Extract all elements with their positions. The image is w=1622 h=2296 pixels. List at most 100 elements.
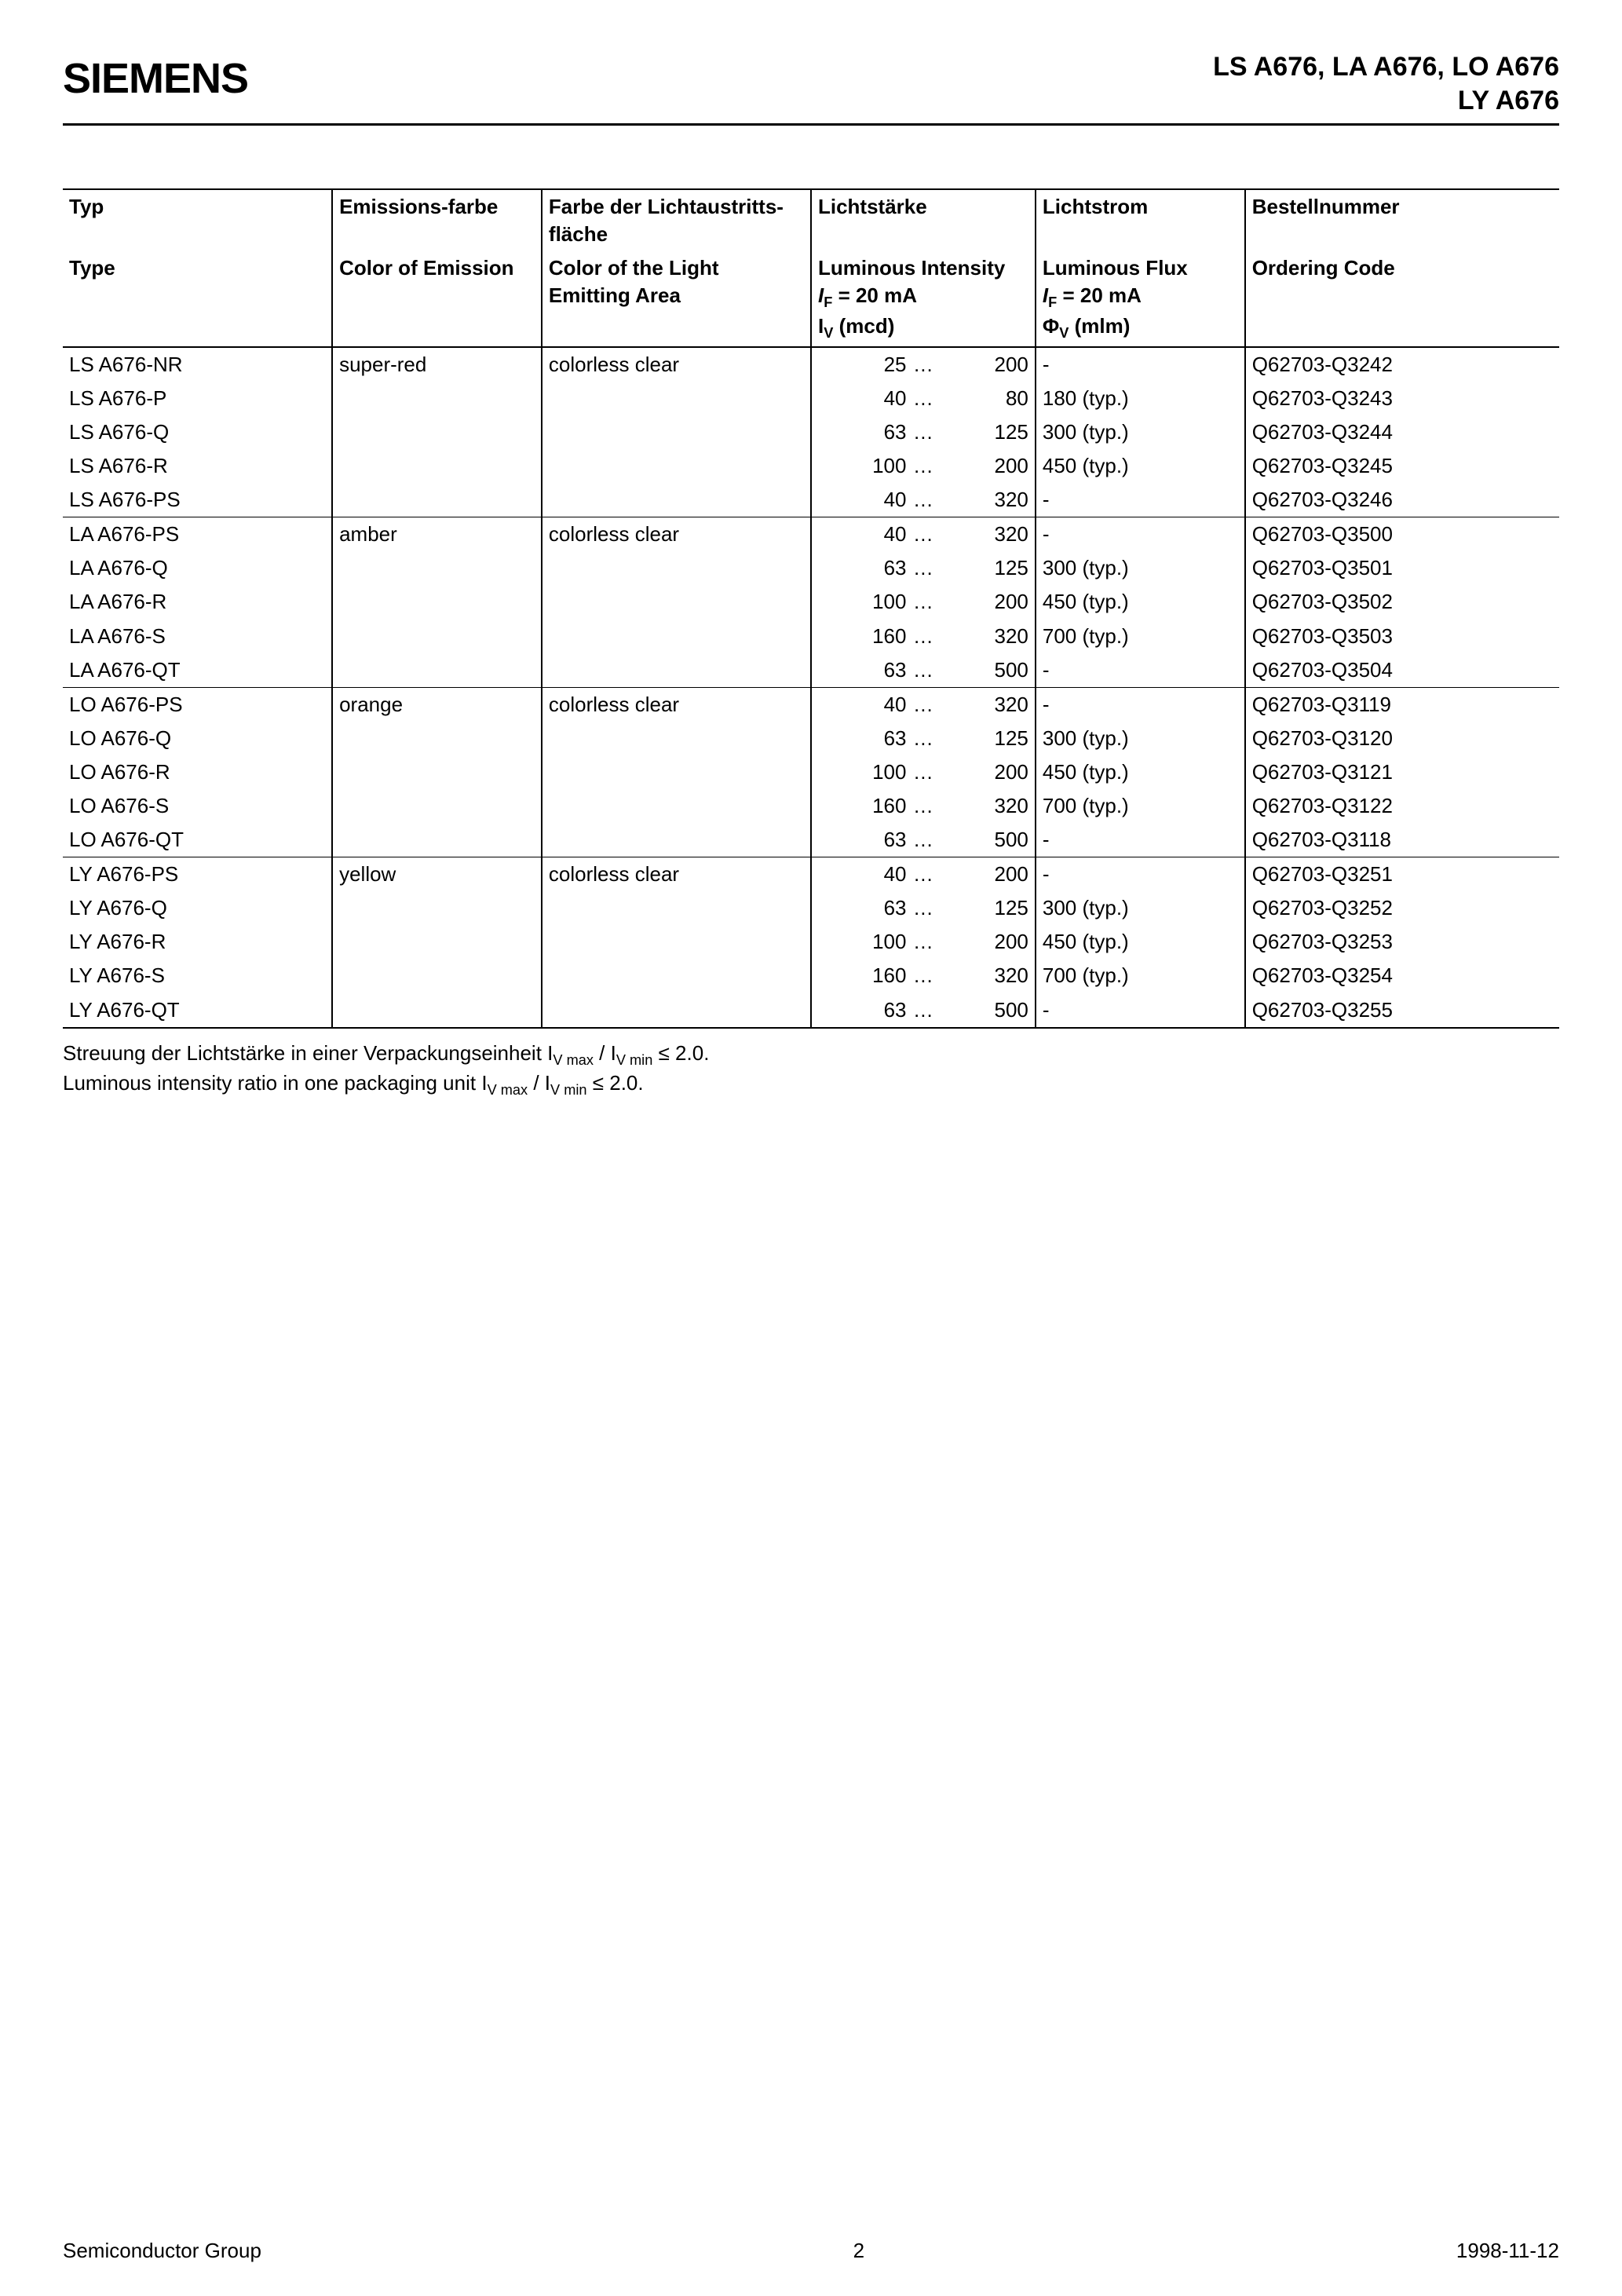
title-line-2: LY A676: [1213, 84, 1559, 118]
cell-flux: 300 (typ.): [1036, 551, 1245, 585]
cell-emission: [332, 620, 542, 653]
cell-lea: [542, 653, 811, 688]
cell-code: Q62703-Q3253: [1245, 925, 1559, 959]
cell-code: Q62703-Q3252: [1245, 891, 1559, 925]
cell-li: 63…500: [811, 993, 1036, 1028]
cell-li: 63…500: [811, 653, 1036, 688]
footer-right: 1998-11-12: [1456, 2237, 1559, 2265]
cell-flux: 700 (typ.): [1036, 789, 1245, 823]
cell-li: 160…320: [811, 620, 1036, 653]
cell-li: 100…200: [811, 585, 1036, 619]
footer-center: 2: [853, 2237, 864, 2265]
cell-flux: -: [1036, 687, 1245, 722]
cell-code: Q62703-Q3251: [1245, 857, 1559, 892]
cell-emission: [332, 551, 542, 585]
cell-type: LA A676-PS: [63, 517, 332, 552]
cell-li: 40…320: [811, 687, 1036, 722]
cell-flux: 450 (typ.): [1036, 449, 1245, 483]
cell-lea: [542, 755, 811, 789]
cell-code: Q62703-Q3122: [1245, 789, 1559, 823]
cell-li: 63…125: [811, 415, 1036, 449]
cell-lea: [542, 823, 811, 857]
cell-lea: colorless clear: [542, 857, 811, 892]
cell-flux: 300 (typ.): [1036, 891, 1245, 925]
cell-code: Q62703-Q3119: [1245, 687, 1559, 722]
hdr-lea-de: Farbe der Lichtaustritts-fläche: [542, 189, 811, 251]
cell-li: 100…200: [811, 449, 1036, 483]
cell-code: Q62703-Q3245: [1245, 449, 1559, 483]
footer-left: Semiconductor Group: [63, 2237, 261, 2265]
title-line-1: LS A676, LA A676, LO A676: [1213, 50, 1559, 84]
spec-table: TypEmissions-farbeFarbe der Lichtaustrit…: [63, 188, 1559, 1029]
hdr-emission-en: Color of Emission: [332, 251, 542, 347]
cell-flux: 180 (typ.): [1036, 382, 1245, 415]
hdr-typ-en: Type: [63, 251, 332, 347]
hdr-lf-en: Luminous FluxIF = 20 mAΦV (mlm): [1036, 251, 1245, 347]
page-header: SIEMENS LS A676, LA A676, LO A676 LY A67…: [63, 50, 1559, 126]
cell-li: 40…320: [811, 517, 1036, 552]
cell-code: Q62703-Q3242: [1245, 347, 1559, 382]
cell-lea: colorless clear: [542, 517, 811, 552]
cell-flux: 300 (typ.): [1036, 415, 1245, 449]
cell-code: Q62703-Q3504: [1245, 653, 1559, 688]
cell-emission: [332, 449, 542, 483]
cell-emission: [332, 959, 542, 993]
cell-code: Q62703-Q3246: [1245, 483, 1559, 517]
hdr-lea-en: Color of the Light Emitting Area: [542, 251, 811, 347]
cell-lea: [542, 551, 811, 585]
cell-type: LS A676-R: [63, 449, 332, 483]
cell-flux: 700 (typ.): [1036, 959, 1245, 993]
cell-type: LY A676-Q: [63, 891, 332, 925]
cell-li: 100…200: [811, 755, 1036, 789]
cell-lea: [542, 449, 811, 483]
cell-lea: [542, 925, 811, 959]
cell-emission: [332, 585, 542, 619]
cell-li: 100…200: [811, 925, 1036, 959]
cell-code: Q62703-Q3243: [1245, 382, 1559, 415]
cell-lea: [542, 959, 811, 993]
cell-type: LY A676-QT: [63, 993, 332, 1028]
cell-flux: -: [1036, 653, 1245, 688]
cell-li: 63…125: [811, 891, 1036, 925]
cell-emission: yellow: [332, 857, 542, 892]
cell-type: LA A676-QT: [63, 653, 332, 688]
hdr-li-en: Luminous IntensityIF = 20 mAIV (mcd): [811, 251, 1036, 347]
note-de: Streuung der Lichtstärke in einer Verpac…: [63, 1040, 1559, 1070]
cell-flux: -: [1036, 823, 1245, 857]
hdr-li-de: Lichtstärke: [811, 189, 1036, 251]
hdr-code-en: Ordering Code: [1245, 251, 1559, 347]
cell-lea: [542, 993, 811, 1028]
cell-emission: [332, 993, 542, 1028]
cell-code: Q62703-Q3120: [1245, 722, 1559, 755]
cell-type: LS A676-PS: [63, 483, 332, 517]
cell-code: Q62703-Q3118: [1245, 823, 1559, 857]
cell-type: LS A676-Q: [63, 415, 332, 449]
cell-code: Q62703-Q3502: [1245, 585, 1559, 619]
cell-li: 40…80: [811, 382, 1036, 415]
cell-lea: [542, 382, 811, 415]
cell-li: 63…125: [811, 551, 1036, 585]
cell-code: Q62703-Q3255: [1245, 993, 1559, 1028]
cell-emission: [332, 722, 542, 755]
cell-emission: [332, 483, 542, 517]
cell-code: Q62703-Q3121: [1245, 755, 1559, 789]
cell-li: 25…200: [811, 347, 1036, 382]
cell-lea: [542, 891, 811, 925]
cell-code: Q62703-Q3244: [1245, 415, 1559, 449]
cell-flux: -: [1036, 347, 1245, 382]
cell-code: Q62703-Q3501: [1245, 551, 1559, 585]
cell-type: LY A676-S: [63, 959, 332, 993]
cell-emission: [332, 415, 542, 449]
cell-flux: -: [1036, 483, 1245, 517]
notes: Streuung der Lichtstärke in einer Verpac…: [63, 1040, 1559, 1101]
cell-emission: [332, 823, 542, 857]
cell-li: 160…320: [811, 959, 1036, 993]
cell-li: 40…200: [811, 857, 1036, 892]
cell-flux: 450 (typ.): [1036, 925, 1245, 959]
cell-li: 63…500: [811, 823, 1036, 857]
siemens-logo: SIEMENS: [63, 50, 248, 108]
document-title: LS A676, LA A676, LO A676 LY A676: [1213, 50, 1559, 117]
cell-flux: 450 (typ.): [1036, 585, 1245, 619]
cell-emission: [332, 925, 542, 959]
cell-lea: [542, 620, 811, 653]
